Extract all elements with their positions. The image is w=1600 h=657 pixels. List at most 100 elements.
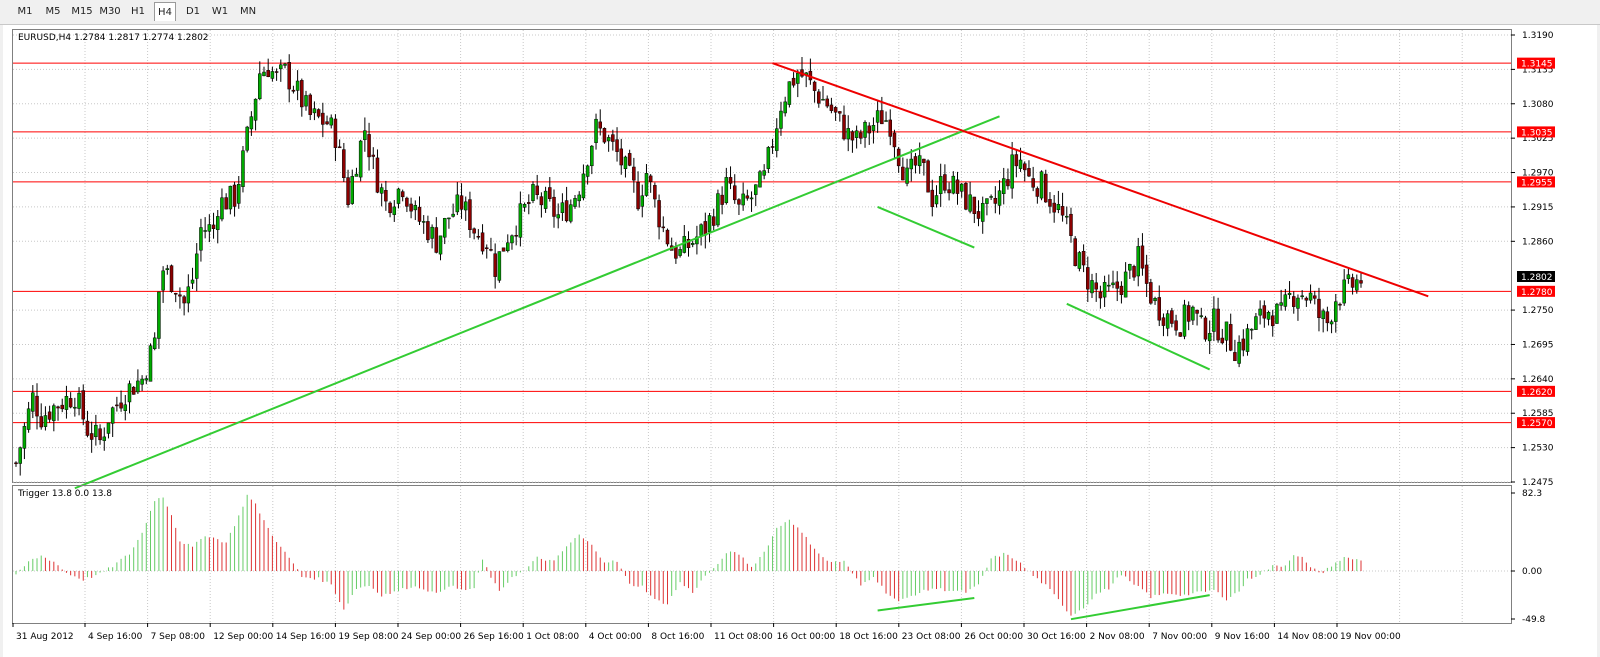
candle-body	[1317, 298, 1321, 319]
price-tick-label: 1.2530	[1522, 444, 1554, 454]
time-tick-label: 26 Sep 16:00	[464, 632, 524, 642]
candle-body	[745, 195, 750, 199]
candle-body	[615, 139, 619, 152]
candle-body	[371, 154, 376, 157]
candle-body	[211, 224, 216, 229]
candle-body	[884, 120, 888, 122]
candle-body	[821, 98, 825, 101]
price-tick-label: 1.3190	[1522, 31, 1554, 41]
candle-body	[1266, 311, 1271, 320]
candle-body	[1174, 320, 1178, 331]
time-tick-label: 4 Oct 00:00	[589, 632, 642, 642]
candle-body	[14, 462, 18, 465]
candle-body	[901, 166, 905, 181]
price-tick-label: 1.2860	[1522, 237, 1554, 247]
candle-body	[976, 211, 981, 219]
candle-body	[241, 150, 245, 187]
trend-lines[interactable]	[74, 62, 1429, 490]
candle-body	[342, 149, 346, 179]
price-axis[interactable]: 1.3190 1.3135 1.3080 1.3025 1.2970 1.2915 1.28…	[1511, 31, 1554, 488]
time-tick-label: 9 Nov 16:00	[1215, 632, 1270, 642]
candle-body	[728, 177, 733, 184]
indicator-header: Trigger 13.8 0.0 13.8	[17, 489, 112, 499]
time-tick-label: 26 Oct 00:00	[964, 632, 1023, 642]
candle-body	[64, 396, 69, 410]
candle-body	[1157, 297, 1161, 321]
timeframe-m15-button[interactable]: M15	[71, 6, 93, 17]
price-tick-label: 1.3080	[1522, 100, 1554, 110]
candle-body	[506, 242, 510, 252]
support-trendline[interactable]	[877, 206, 975, 249]
candle-body	[1165, 313, 1170, 329]
timeframe-h1-button[interactable]: H1	[131, 6, 145, 17]
candle-body	[1279, 302, 1283, 306]
time-tick-label: 14 Sep 16:00	[276, 632, 336, 642]
timeframe-h4-button[interactable]: H4	[154, 2, 176, 21]
timeframe-mn-button[interactable]: MN	[239, 6, 257, 17]
candle-body	[1014, 154, 1019, 167]
support-trendline[interactable]	[1066, 302, 1211, 371]
candle-body	[514, 235, 518, 237]
candle-body	[1220, 337, 1225, 344]
candle-body	[485, 247, 489, 249]
timeframe-w1-button[interactable]: W1	[211, 6, 229, 17]
time-tick-label: 30 Oct 16:00	[1027, 632, 1086, 642]
candle-body	[26, 408, 31, 430]
candle-body	[905, 167, 909, 184]
candle-body	[1283, 294, 1288, 307]
candle-body	[493, 253, 497, 277]
candle-body	[367, 134, 371, 158]
chart-svg[interactable]: EURUSD,H4 1.2784 1.2817 1.2774 1.2802 1.…	[3, 25, 1597, 657]
timeframe-m1-button[interactable]: M1	[17, 6, 33, 17]
candle-body	[232, 184, 237, 207]
candle-body	[43, 415, 48, 427]
candle-body	[455, 194, 460, 213]
price-tick-label: 1.3025	[1522, 134, 1554, 144]
candle-body	[922, 158, 926, 163]
main-pane-frame	[12, 29, 1512, 483]
candle-body	[846, 128, 850, 140]
candle-body	[447, 217, 451, 220]
candle-body	[909, 158, 914, 170]
level-tag-box	[1517, 385, 1555, 397]
level-tag-label: 1.3035	[1521, 128, 1553, 138]
candle-body	[510, 235, 514, 244]
candle-body	[497, 251, 502, 281]
candle-body	[81, 390, 85, 420]
candle-body	[388, 202, 392, 214]
candle-body	[796, 72, 800, 84]
price-tick-label: 1.2695	[1522, 340, 1554, 350]
candle-body	[850, 131, 855, 141]
candle-body	[1119, 285, 1124, 295]
candle-body	[758, 171, 762, 188]
timeframe-d1-button[interactable]: D1	[185, 6, 201, 17]
candle-body	[1313, 295, 1317, 299]
candle-body	[1203, 317, 1208, 340]
candle-body	[1186, 305, 1191, 322]
candle-body	[1073, 238, 1077, 266]
support-trendline[interactable]	[74, 115, 1000, 490]
candle-body	[165, 268, 170, 271]
candle-body	[220, 197, 224, 220]
time-axis[interactable]: 31 Aug 2012 4 Sep 16:00 7 Sep 08:00 12 Sep …	[12, 623, 1401, 642]
candle-body	[1044, 173, 1048, 203]
candle-body	[1039, 171, 1044, 199]
resistance-trendline[interactable]	[772, 62, 1429, 298]
candle-body	[653, 185, 657, 200]
candle-body	[892, 132, 897, 148]
candle-body	[35, 395, 39, 417]
timeframe-m30-button[interactable]: M30	[99, 6, 121, 17]
candle-body	[94, 424, 98, 438]
candle-body	[52, 405, 56, 421]
candle-body	[1308, 292, 1313, 301]
indicator-axis: 82.3 0.00 -49.8	[1511, 489, 1546, 625]
candle-body	[959, 183, 964, 192]
candle-body	[68, 398, 73, 408]
chart-window[interactable]: EURUSD,H4 1.2784 1.2817 1.2774 1.2802 1.…	[3, 25, 1597, 657]
timeframe-m5-button[interactable]: M5	[45, 6, 61, 17]
candle-body	[1304, 297, 1309, 301]
candle-body	[1018, 159, 1023, 169]
candle-body	[1094, 282, 1098, 290]
candle-body	[224, 197, 228, 210]
candle-body	[1090, 280, 1094, 294]
